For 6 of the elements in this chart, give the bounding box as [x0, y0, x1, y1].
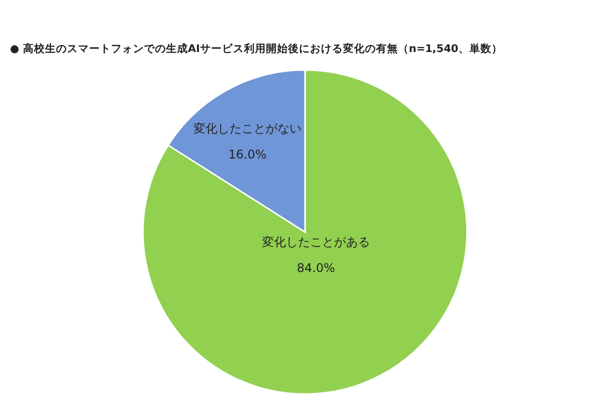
data-label: 84.0% — [296, 260, 335, 275]
slice-label: 変化したことがある — [262, 234, 370, 249]
chart-title: ● 高校生のスマートフォンでの生成AIサービス利用開始後における変化の有無（n=1,540、単数） — [10, 42, 502, 55]
pie-slice — [142, 69, 468, 395]
slice-label: 変化したことがない — [193, 121, 302, 136]
data-label: 16.0% — [228, 147, 267, 162]
